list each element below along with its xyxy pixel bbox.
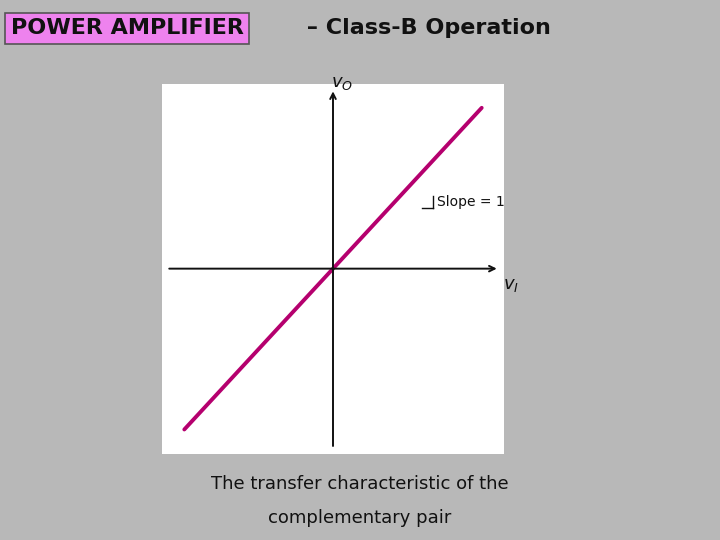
Text: Slope = 1: Slope = 1 bbox=[437, 195, 505, 209]
Text: The transfer characteristic of the: The transfer characteristic of the bbox=[211, 475, 509, 493]
Text: complementary pair: complementary pair bbox=[269, 509, 451, 528]
Text: $v_I$: $v_I$ bbox=[503, 276, 518, 294]
Text: $v_O$: $v_O$ bbox=[331, 74, 353, 92]
Text: – Class-B Operation: – Class-B Operation bbox=[299, 18, 551, 38]
Text: POWER AMPLIFIER: POWER AMPLIFIER bbox=[11, 18, 243, 38]
